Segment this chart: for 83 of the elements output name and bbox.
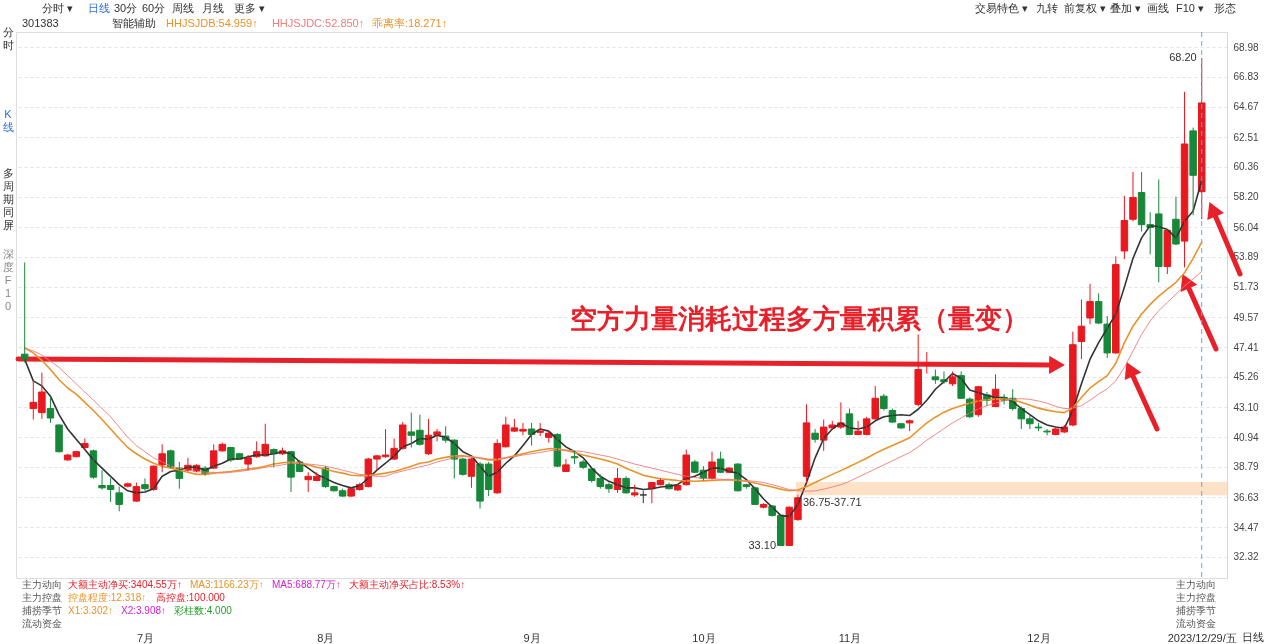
x-tick-label: 11月 (838, 631, 862, 644)
x-tick-label: 9月 (523, 631, 541, 644)
x-tick-label: 12月 (1027, 631, 1051, 644)
text: 30分 (114, 2, 138, 14)
x-tick-label: 8月 (317, 631, 335, 644)
text: 叠加 ▾ (1110, 2, 1142, 14)
y-tick-label: 56.04 (1233, 221, 1259, 233)
candlestick (115, 486, 123, 512)
y-tick-label: 62.51 (1233, 131, 1259, 143)
y-tick-label: 47.41 (1233, 341, 1259, 353)
text: 乖离率:18.271↑ (372, 17, 448, 29)
text: 分时 ▾ (42, 2, 74, 14)
candlestick (880, 393, 888, 412)
annotation: 33.10 (748, 539, 776, 551)
text: 日线 (88, 2, 110, 14)
y-tick-label: 53.89 (1233, 251, 1259, 263)
text: X2:3.908↑ (121, 605, 167, 616)
text: 主力动向 (22, 579, 62, 590)
text: 多周期同屏 (2, 167, 14, 231)
text: 流动资金 (22, 618, 62, 629)
text: 高控盘:100.000 (156, 592, 226, 603)
text: 捕捞季节 (1176, 605, 1216, 616)
candlestick (1112, 255, 1120, 355)
x-tick-label: 10月 (692, 631, 716, 644)
text: 捕捞季节 (22, 605, 62, 616)
text: 周线 (172, 2, 194, 14)
text: 交易特色 ▾ (975, 2, 1029, 14)
y-tick-label: 40.94 (1233, 431, 1259, 443)
candlestick (905, 419, 914, 432)
text: 大额主动净买占比:8.53%↑ (349, 579, 466, 590)
y-tick-label: 34.47 (1233, 521, 1259, 533)
text: MA5:688.77万↑ (272, 579, 341, 590)
text: 前复权 ▾ (1064, 2, 1107, 14)
text: 分时 (2, 26, 14, 51)
y-tick-label: 68.98 (1233, 41, 1259, 53)
text: 更多 ▾ (234, 2, 266, 14)
x-tick-label: 7月 (136, 631, 155, 644)
text: 60分 (142, 2, 166, 14)
y-tick-label: 45.26 (1233, 371, 1259, 383)
y-tick-label: 66.83 (1233, 71, 1259, 83)
candlestick (20, 262, 29, 364)
y-tick-label: 51.73 (1233, 281, 1259, 293)
candlestick (630, 484, 639, 498)
y-tick-label: 32.32 (1233, 551, 1259, 563)
y-tick-label: 64.67 (1233, 101, 1259, 113)
text: 深度F10 (2, 248, 14, 312)
y-tick-label: 36.63 (1233, 491, 1259, 503)
text: 主力控盘 (22, 592, 62, 603)
text: HHJSJDB:54.959↑ (166, 17, 258, 29)
candlestick (673, 483, 682, 492)
y-tick-label: 49.57 (1233, 311, 1259, 323)
candlestick (1163, 229, 1172, 275)
text: 301383 (22, 17, 59, 29)
text: 九转 (1036, 2, 1058, 14)
candlestick (1034, 422, 1043, 432)
text: 彩柱数:4.000 (174, 605, 233, 616)
candlestick (897, 422, 905, 430)
text: 控盘程度:12.318↑ (68, 592, 147, 603)
text: 流动资金 (1176, 618, 1216, 629)
x-tick-label: 2023/12/29/五 (1167, 631, 1237, 644)
candlestick (536, 422, 544, 437)
candlestick (1043, 428, 1051, 436)
text: 主力动向 (1176, 579, 1216, 590)
text: 画线 (1147, 2, 1169, 14)
text: K线 (2, 108, 14, 133)
annotation: 空方力量消耗过程多方量积累（量变） (570, 304, 1029, 334)
y-tick-label: 43.10 (1233, 401, 1259, 413)
y-tick-label: 58.20 (1233, 191, 1259, 203)
text: 智能辅助 (112, 17, 156, 29)
candlestick (1197, 57, 1206, 220)
text: MA3:1166.23万↑ (190, 579, 264, 590)
text: F10 ▾ (1176, 2, 1205, 14)
text: 月线 (202, 2, 224, 14)
text: 大额主动净买:3404.55万↑ (68, 579, 182, 590)
band-label: 36.75-37.71 (802, 496, 862, 509)
text: X1:3.302↑ (68, 605, 114, 616)
text: 形态 (1214, 2, 1236, 14)
candlestick (639, 490, 648, 504)
y-tick-label: 38.79 (1233, 461, 1259, 473)
text: 日线 (1242, 631, 1264, 643)
y-tick-label: 60.36 (1233, 161, 1259, 173)
text: 主力控盘 (1176, 592, 1216, 603)
text: HHJSJDC:52.850↑ (271, 17, 365, 29)
